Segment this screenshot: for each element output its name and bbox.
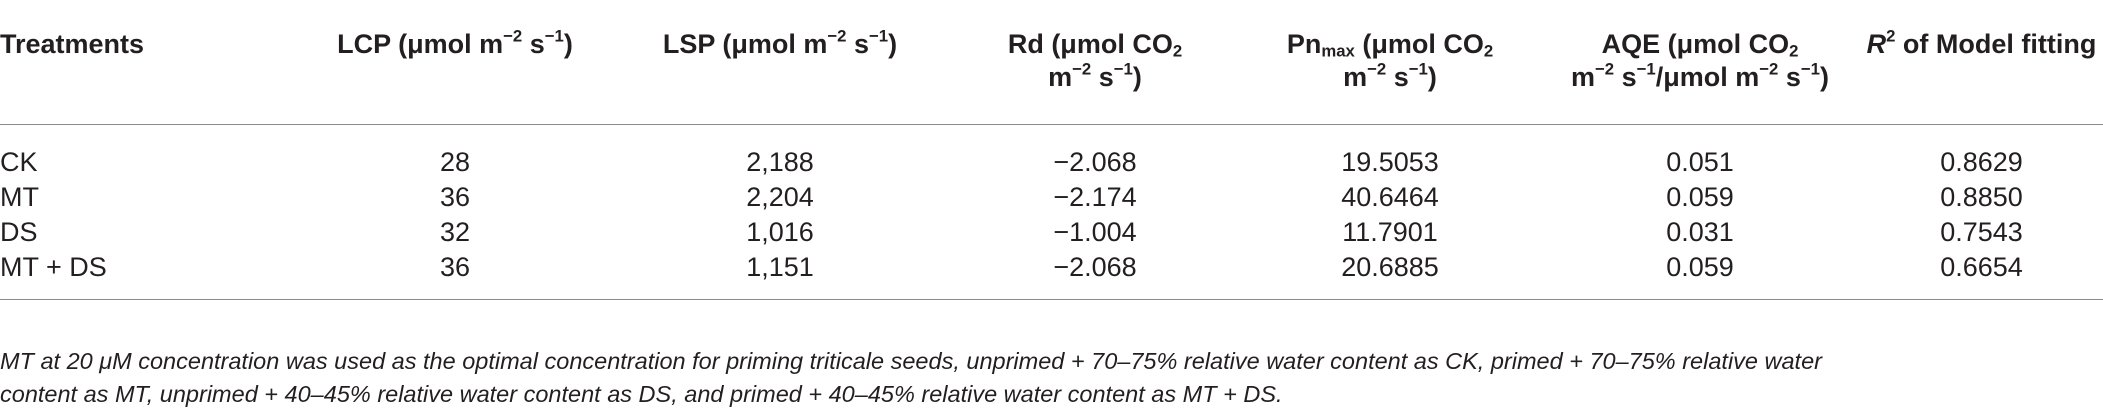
cell-lcp: 36: [300, 249, 610, 300]
header-rd-unit: m: [1048, 62, 1073, 92]
cell-lsp: 2,188: [746, 146, 814, 177]
header-pnmax-sub: max: [1321, 41, 1355, 61]
header-aqe-sup2: −1: [1636, 59, 1656, 79]
photosynthesis-parameters-table: Treatments LCP (μmol m−2 s−1) LSP (μmol …: [0, 0, 2103, 300]
header-pnmax-unit2: m: [1343, 62, 1368, 92]
header-aqe-sup4: −1: [1800, 59, 1820, 79]
header-pnmax-post: ): [1427, 62, 1437, 92]
header-aqe-mid3: s: [1778, 62, 1801, 92]
header-pnmax-text: Pn: [1286, 29, 1322, 59]
header-aqe-post: ): [1819, 62, 1829, 92]
cell-pnmax: 40.6464: [1341, 181, 1439, 212]
header-pnmax-sup2: −1: [1408, 59, 1428, 79]
header-rd-sub: 2: [1172, 41, 1183, 61]
header-lcp: LCP (μmol m−2 s−1): [300, 0, 610, 125]
cell-aqe: 0.059: [1540, 249, 1860, 300]
cell-pnmax: 11.7901: [1342, 216, 1438, 247]
header-rd-text: Rd (μmol CO: [1007, 29, 1173, 59]
header-aqe-text: AQE (μmol CO: [1601, 29, 1790, 59]
header-rd: Rd (μmol CO2 m−2 s−1): [950, 0, 1240, 125]
header-pnmax-line2: m−2 s−1): [1240, 59, 1540, 94]
cell-lcp: 28: [439, 146, 471, 177]
header-aqe-line2: m−2 s−1/μmol m−2 s−1): [1540, 59, 1860, 94]
table-footnote: MT at 20 μM concentration was used as th…: [0, 345, 2090, 411]
header-lsp-sup2: −1: [869, 26, 889, 46]
cell-lsp: 2,204: [746, 181, 814, 212]
header-r2-symbol: R: [1866, 29, 1887, 59]
cell-aqe: 0.051: [1666, 146, 1734, 177]
header-lsp-sup1: −2: [827, 26, 847, 46]
table-header: Treatments LCP (μmol m−2 s−1) LSP (μmol …: [0, 0, 2103, 125]
table-body: CK 28 2,188 −2.068 19.5053 0.051 0.8629 …: [0, 124, 2103, 300]
header-rd-mid: s: [1091, 62, 1114, 92]
cell-treatment: MT: [0, 181, 39, 212]
table-row: MT 36 2,204 −2.174 40.6464 0.059 0.8850: [0, 180, 2103, 215]
table-row: MT + DS 36 1,151 −2.068 20.6885 0.059 0.…: [0, 249, 2103, 300]
header-r2-text: of Model fitting: [1895, 29, 2097, 59]
cell-lcp: 32: [439, 216, 471, 247]
header-rd-line2: m−2 s−1): [950, 59, 1240, 94]
header-rd-sup1: −2: [1072, 59, 1092, 79]
header-pnmax-line1: Pnmax (μmol CO2: [1240, 28, 1540, 61]
cell-rd: −2.068: [950, 249, 1240, 300]
cell-aqe: 0.059: [1666, 181, 1734, 212]
cell-treatment: MT + DS: [0, 249, 300, 300]
header-lsp-post: ): [888, 29, 898, 59]
footnote-line-1: MT at 20 μM concentration was used as th…: [0, 348, 1822, 374]
header-aqe-line1: AQE (μmol CO2: [1540, 28, 1860, 61]
cell-lcp: 36: [439, 181, 471, 212]
header-aqe-mid: s: [1614, 62, 1637, 92]
cell-r2: 0.8850: [1940, 181, 2023, 212]
cell-treatment: DS: [0, 216, 38, 247]
header-rd-post: ): [1132, 62, 1142, 92]
header-aqe: AQE (μmol CO2 m−2 s−1/μmol m−2 s−1): [1540, 0, 1860, 125]
table-row: DS 32 1,016 −1.004 11.7901 0.031 0.7543: [0, 215, 2103, 250]
header-treatments: Treatments: [0, 0, 300, 125]
header-lcp-sup2: −1: [544, 26, 564, 46]
header-pnmax-sup1: −2: [1367, 59, 1387, 79]
header-rd-line1: Rd (μmol CO2: [950, 28, 1240, 61]
header-rd-sup2: −1: [1113, 59, 1133, 79]
header-pnmax-unit: (μmol CO: [1354, 29, 1484, 59]
header-lsp: LSP (μmol m−2 s−1): [610, 0, 950, 125]
header-aqe-unit: m: [1571, 62, 1596, 92]
header-aqe-mid2: /μmol m: [1655, 62, 1760, 92]
header-r2-sup: 2: [1886, 26, 1896, 46]
header-pnmax: Pnmax (μmol CO2 m−2 s−1): [1240, 0, 1540, 125]
header-lsp-text: LSP (μmol m: [662, 29, 828, 59]
cell-pnmax: 20.6885: [1240, 249, 1540, 300]
header-lsp-mid: s: [846, 29, 870, 59]
header-aqe-sub: 2: [1789, 41, 1799, 61]
cell-aqe: 0.031: [1666, 216, 1734, 247]
header-pnmax-sub2: 2: [1483, 41, 1494, 61]
cell-lsp: 1,016: [746, 216, 814, 247]
cell-r2: 0.7543: [1940, 216, 2023, 247]
cell-r2: 0.8629: [1940, 146, 2023, 177]
table-row: CK 28 2,188 −2.068 19.5053 0.051 0.8629: [0, 124, 2103, 180]
header-r2: R2 of Model fitting: [1860, 0, 2103, 125]
cell-rd: −2.068: [1053, 146, 1137, 177]
header-lcp-text: LCP (μmol m: [337, 29, 504, 59]
header-lcp-post: ): [563, 29, 573, 59]
cell-pnmax: 19.5053: [1341, 146, 1439, 177]
cell-r2: 0.6654: [1860, 249, 2103, 300]
header-aqe-sup1: −2: [1595, 59, 1615, 79]
cell-rd: −2.174: [1053, 181, 1137, 212]
header-row: Treatments LCP (μmol m−2 s−1) LSP (μmol …: [0, 0, 2103, 125]
header-aqe-sup3: −2: [1759, 59, 1779, 79]
header-pnmax-mid: s: [1386, 62, 1409, 92]
cell-lsp: 1,151: [610, 249, 950, 300]
cell-treatment: CK: [0, 146, 38, 177]
header-lcp-sup1: −2: [503, 26, 523, 46]
header-lcp-mid: s: [522, 29, 545, 59]
cell-rd: −1.004: [1053, 216, 1137, 247]
footnote-line-2: content as MT, unprimed + 40–45% relativ…: [0, 381, 1283, 407]
